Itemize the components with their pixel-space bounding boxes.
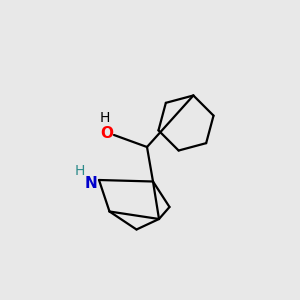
- Text: O: O: [100, 126, 113, 141]
- Text: H: H: [74, 164, 85, 178]
- Text: H: H: [99, 111, 110, 125]
- Text: N: N: [85, 176, 98, 190]
